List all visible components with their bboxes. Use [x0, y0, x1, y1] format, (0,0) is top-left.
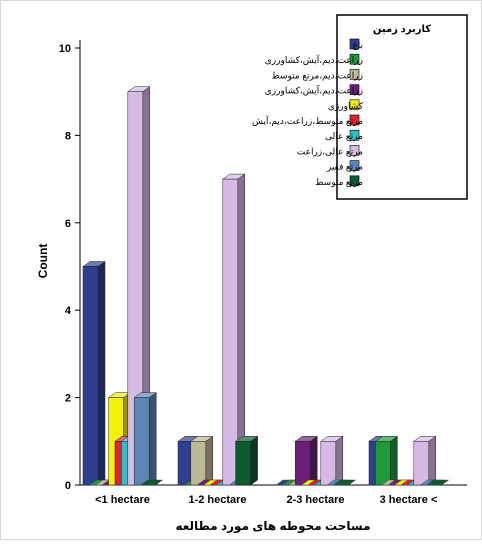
- legend-label: مرتع فقیر: [326, 162, 363, 172]
- legend: کاربرد زمین باغ زراعت،دیم،آیش،کشاورزی زراعت…: [252, 14, 468, 200]
- bar: [139, 479, 164, 486]
- legend-swatch: [349, 38, 360, 50]
- bar: [234, 435, 259, 486]
- axis-labels: <1 hectare 1-2 hectare 2-3 hectare 3 hectar…: [36, 244, 437, 534]
- legend-title: کاربرد زمین: [373, 24, 431, 35]
- bar: [82, 261, 106, 486]
- legend-swatch: [349, 129, 360, 141]
- bar: [413, 435, 437, 486]
- bar: [320, 435, 344, 486]
- legend-label: زراعت،دیم،مرتع متوسط: [271, 70, 363, 81]
- legend-swatch: [349, 69, 360, 80]
- x-tick-label: <1 hectare: [95, 494, 150, 506]
- bar: [133, 392, 157, 486]
- legend-label: مرتع عالی: [325, 131, 363, 141]
- y-tick-label: 0: [65, 480, 71, 492]
- legend-label: باغ: [352, 40, 363, 50]
- legend-label: مرتع عالی،زراعت: [297, 146, 363, 156]
- legend-swatch: [349, 114, 360, 126]
- bar: [222, 173, 246, 486]
- x-tick-label: 3 hectare <: [380, 494, 438, 506]
- legend-swatch: [349, 84, 360, 95]
- bar: [425, 479, 450, 486]
- bar: [127, 86, 151, 486]
- legend-swatch: [349, 99, 360, 111]
- bar: [190, 435, 214, 486]
- y-tick-label: 4: [65, 305, 72, 317]
- y-tick-label: 10: [59, 43, 71, 55]
- y-tick-label: 6: [65, 218, 71, 230]
- legend-label: زراعت،دیم،آیش،کشاورزی: [265, 85, 363, 97]
- bars: [82, 86, 450, 486]
- y-tick-label: 2: [65, 393, 71, 405]
- legend-label: مرتع متوسط: [315, 177, 363, 187]
- y-tick-label: 8: [65, 130, 71, 142]
- legend-swatch: [349, 175, 360, 187]
- x-axis-title: مساحت محوطه های مورد مطالعه: [175, 519, 370, 534]
- legend-label: زراعت،دیم،آیش،کشاورزی: [265, 54, 363, 66]
- y-axis-title: Count: [36, 244, 50, 279]
- legend-label: مرتع متوسط،زراعت،دیم،آیش: [252, 115, 363, 127]
- legend-swatch: [349, 53, 360, 65]
- legend-label: کشاورزی: [328, 101, 364, 111]
- x-tick-label: 2-3 hectare: [286, 494, 344, 506]
- bar: [332, 479, 357, 486]
- x-tick-label: 1-2 hectare: [188, 494, 246, 506]
- bar: [374, 435, 399, 486]
- legend-swatch: [349, 160, 360, 171]
- bar: [294, 435, 318, 486]
- legend-swatch: [349, 145, 360, 156]
